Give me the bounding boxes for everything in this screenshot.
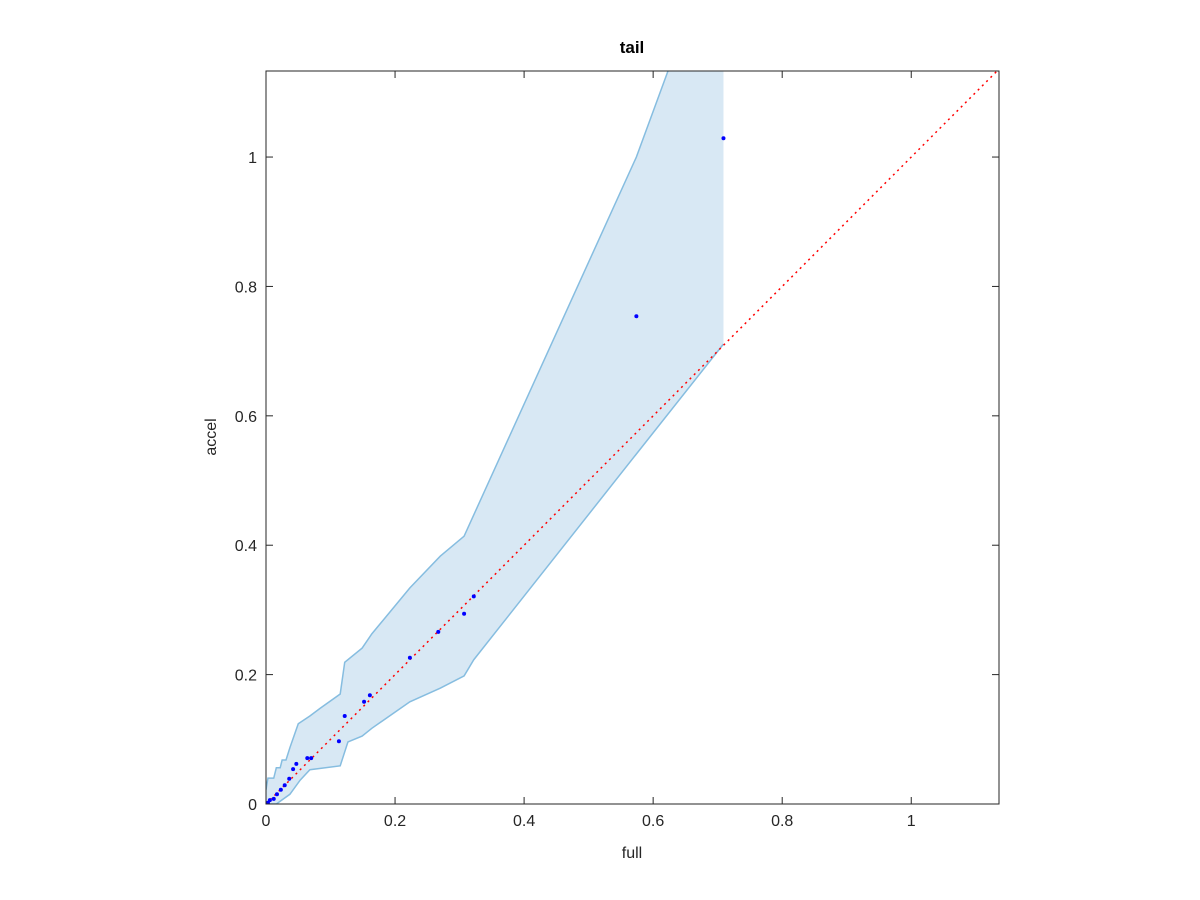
- data-point: [634, 314, 639, 319]
- data-point: [462, 611, 467, 616]
- x-tick-label: 0: [262, 813, 271, 830]
- data-point: [271, 796, 276, 801]
- data-point: [336, 739, 341, 744]
- data-point: [282, 783, 287, 788]
- data-point: [294, 761, 299, 766]
- data-point: [362, 699, 367, 704]
- reference-line: [266, 71, 999, 804]
- chart-title: tail: [620, 38, 645, 57]
- y-tick-label: 0.8: [235, 279, 257, 296]
- data-point: [471, 594, 476, 599]
- confidence-band: [266, 71, 724, 804]
- band-edge: [266, 343, 725, 804]
- data-point: [721, 136, 726, 141]
- data-point: [291, 767, 296, 772]
- y-tick-label: 0.2: [235, 668, 257, 685]
- data-point: [278, 787, 283, 792]
- x-tick-label: 0.8: [771, 813, 793, 830]
- band-edge: [266, 71, 669, 790]
- axes-box: [265, 70, 1000, 805]
- data-point: [274, 792, 279, 797]
- data-point: [305, 756, 310, 761]
- x-tick-label: 0.2: [384, 813, 406, 830]
- plot-area: [266, 71, 999, 804]
- y-tick-label: 0.4: [235, 538, 257, 555]
- x-tick-label: 0.6: [642, 813, 664, 830]
- data-point: [367, 693, 372, 698]
- x-axis-label: full: [622, 845, 642, 862]
- data-point: [309, 756, 314, 761]
- data-point: [407, 655, 412, 660]
- y-tick-label: 0.6: [235, 409, 257, 426]
- data-point: [436, 629, 441, 634]
- y-axis-label: accel: [203, 418, 220, 455]
- data-point: [342, 714, 347, 719]
- x-tick-label: 1: [907, 813, 916, 830]
- y-tick-label: 1: [248, 150, 257, 167]
- x-tick-label: 0.4: [513, 813, 535, 830]
- y-tick-label: 0: [248, 797, 257, 814]
- data-point: [287, 776, 292, 781]
